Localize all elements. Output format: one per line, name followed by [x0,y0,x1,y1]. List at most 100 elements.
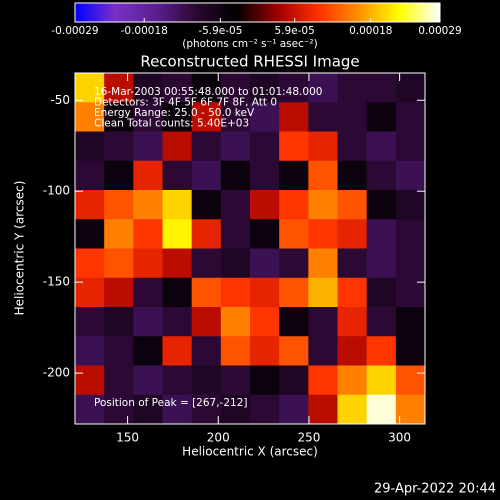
colorbar-cell [217,3,222,22]
colorbar-cell [193,3,198,22]
heatmap-cell [162,160,193,191]
y-tick-label: -200 [43,366,70,380]
heatmap-cell [191,131,222,162]
heatmap-cell [191,160,222,191]
heatmap-cell [250,102,280,132]
heatmap-cell [133,277,163,308]
heatmap-cell [366,73,397,103]
colorbar-cell [266,3,271,22]
colorbar-cell [263,3,268,22]
colorbar-cell [254,3,258,22]
heatmap-cell [162,73,193,103]
colorbar-cell [290,3,295,22]
colorbar-cell [412,3,417,22]
colorbar-cell [409,3,414,22]
heatmap-cell [75,307,105,337]
colorbar-cell [306,3,310,22]
colorbar-cell [230,3,234,22]
heatmap-cell [250,307,280,337]
heatmap-cell [220,73,251,103]
heatmap-cell [220,365,251,396]
heatmap-cell [395,190,426,220]
y-tick-label: -100 [43,184,70,198]
colorbar-cell [199,3,204,22]
heatmap-cell [395,160,426,191]
heatmap-cell [220,131,251,162]
colorbar-cell [214,3,219,22]
colorbar-cell [324,3,328,22]
x-tick-label: 150 [116,431,139,445]
heatmap-cell [220,160,251,191]
heatmap-cell [250,336,280,366]
colorbar-cell [278,3,283,22]
heatmap-cell [395,248,426,279]
colorbar-cell [436,3,441,22]
colorbar-tick-label: -0.00018 [121,25,168,37]
colorbar-cell [391,3,395,22]
heatmap-cell [220,102,251,132]
heatmap-cell [104,219,134,249]
colorbar-cell [294,3,298,22]
colorbar-cell [397,3,401,22]
heatmap-cell [191,277,222,308]
colorbar-cell [126,3,131,22]
heatmap-cell [162,365,193,396]
colorbar-cell [370,3,374,22]
colorbar-cell [363,3,368,22]
heatmap-cell [337,365,368,396]
heatmap-cell [308,365,338,396]
heatmap-cell [395,131,426,162]
heatmap-cell [191,394,222,425]
colorbar-cell [157,3,161,22]
plot-frame [74,72,426,425]
heatmap-cell [191,190,222,220]
colorbar-cell [269,3,274,22]
heatmap-cell [75,365,105,396]
timestamp: 29-Apr-2022 20:44 [374,482,496,497]
colorbar-cell [227,3,231,22]
heatmap-cell [395,307,426,337]
colorbar-cell [339,3,344,22]
heatmap-cell [133,131,163,162]
heatmap-cell [279,190,309,220]
heatmap-cell [337,160,368,191]
colorbar-cell [102,3,106,22]
colorbar-cell [415,3,420,22]
heatmap-cell [395,219,426,249]
colorbar-cell [367,3,371,22]
colorbar-cell [318,3,322,22]
heatmap-cell [250,248,280,279]
colorbar-cell [135,3,140,22]
colorbar-cell [312,3,316,22]
annotation: Energy Range: 25.0 - 50.0 keV [94,107,255,119]
colorbar-cell [421,3,426,22]
colorbar-cell [236,3,240,22]
heatmap-cell [162,277,193,308]
colorbar-cell [287,3,292,22]
y-tick-label: -150 [43,275,70,289]
colorbar-cell [373,3,377,22]
heatmap-cell [162,190,193,220]
colorbar-cell [388,3,392,22]
heatmap-cell [366,131,397,162]
heatmap-cell [337,73,368,103]
heatmap-cell [75,277,105,308]
colorbar-cell [224,3,228,22]
colorbar-cell [221,3,225,22]
heatmap-cell [308,307,338,337]
chart-title: Reconstructed RHESSI Image [140,53,359,71]
annotation: 16-Mar-2003 00:55:48.000 to 01:01:48.000 [94,86,322,98]
heatmap-cell [279,394,309,425]
x-tick-label: 200 [207,431,230,445]
colorbar-cell [330,3,335,22]
heatmap-cell [133,336,163,366]
colorbar-cell [96,3,100,22]
colorbar-cell [81,3,85,22]
heatmap-cell [279,160,309,191]
colorbar-cell [403,3,408,22]
colorbar-cell [93,3,97,22]
heatmap-cell [395,394,426,425]
heatmap-cell [337,219,368,249]
heatmap-cell [279,102,309,132]
heatmap-cell [308,190,338,220]
